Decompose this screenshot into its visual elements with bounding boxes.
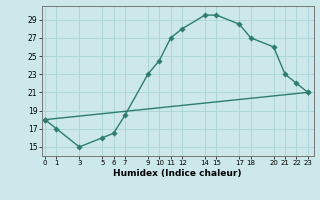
X-axis label: Humidex (Indice chaleur): Humidex (Indice chaleur)	[113, 169, 242, 178]
